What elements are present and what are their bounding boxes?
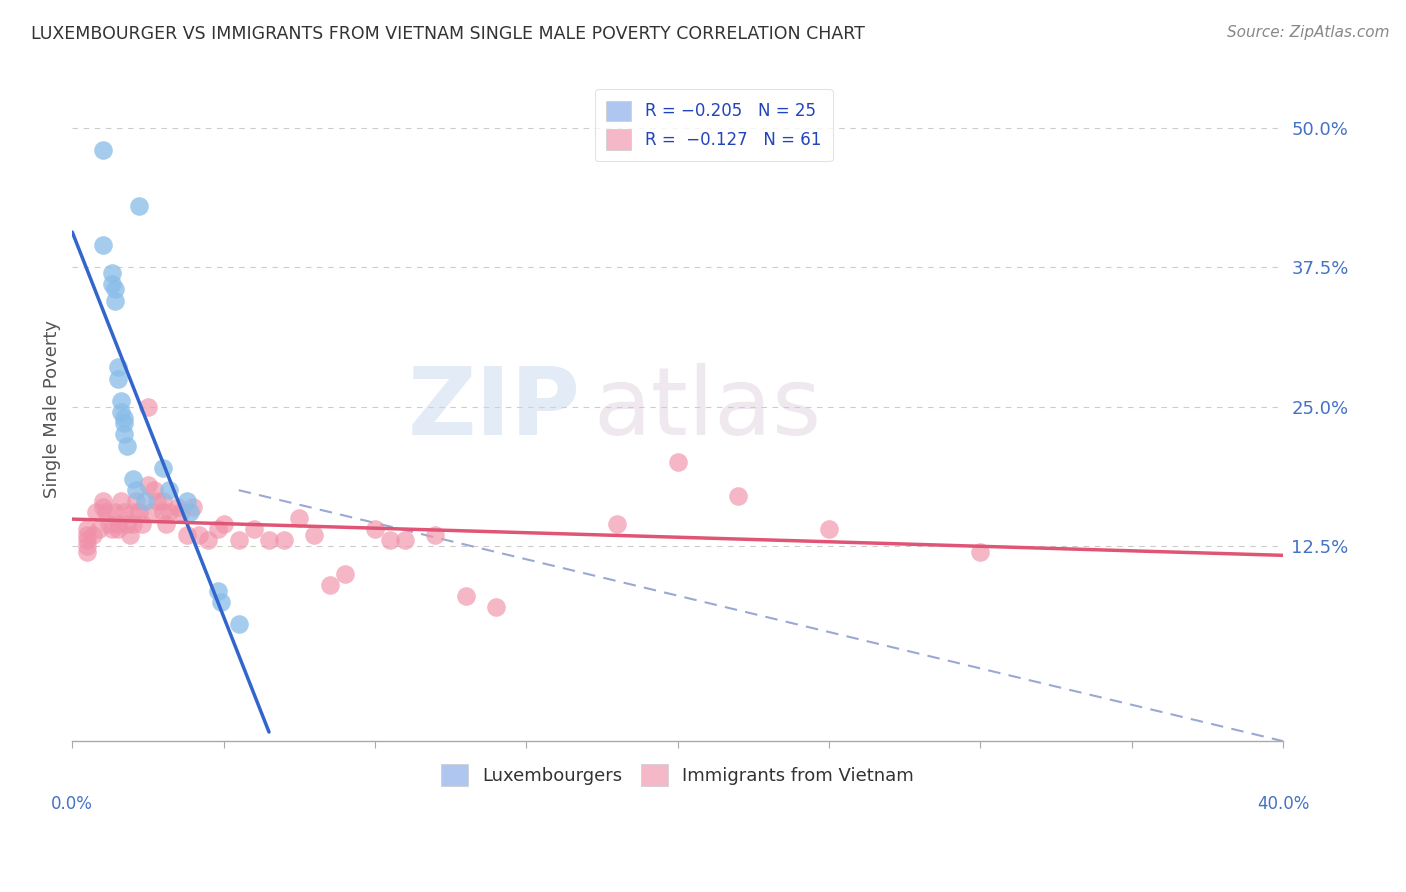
Point	[139, 506, 162, 520]
Point	[91, 500, 114, 514]
Point	[485, 600, 508, 615]
Point	[243, 522, 266, 536]
Point	[121, 506, 143, 520]
Point	[104, 293, 127, 308]
Point	[104, 282, 127, 296]
Point	[152, 461, 174, 475]
Point	[136, 477, 159, 491]
Point	[167, 500, 190, 514]
Point	[94, 506, 117, 520]
Point	[176, 528, 198, 542]
Point	[91, 494, 114, 508]
Point	[86, 506, 108, 520]
Point	[207, 522, 229, 536]
Point	[112, 416, 135, 430]
Point	[110, 494, 132, 508]
Text: 40.0%: 40.0%	[1257, 795, 1309, 813]
Point	[425, 528, 447, 542]
Point	[115, 438, 138, 452]
Point	[97, 516, 120, 531]
Point	[125, 494, 148, 508]
Point	[76, 522, 98, 536]
Point	[118, 528, 141, 542]
Text: atlas: atlas	[593, 363, 821, 455]
Point	[454, 589, 477, 603]
Point	[107, 522, 129, 536]
Point	[107, 516, 129, 531]
Point	[288, 511, 311, 525]
Point	[112, 427, 135, 442]
Point	[136, 400, 159, 414]
Point	[304, 528, 326, 542]
Point	[100, 266, 122, 280]
Point	[112, 410, 135, 425]
Point	[107, 371, 129, 385]
Point	[157, 506, 180, 520]
Point	[273, 533, 295, 548]
Point	[76, 539, 98, 553]
Text: ZIP: ZIP	[408, 363, 581, 455]
Point	[76, 544, 98, 558]
Point	[197, 533, 219, 548]
Point	[727, 489, 749, 503]
Point	[152, 506, 174, 520]
Point	[155, 516, 177, 531]
Point	[89, 522, 111, 536]
Point	[100, 277, 122, 291]
Point	[121, 472, 143, 486]
Point	[112, 506, 135, 520]
Point	[228, 533, 250, 548]
Point	[115, 516, 138, 531]
Point	[179, 506, 201, 520]
Point	[333, 566, 356, 581]
Point	[212, 516, 235, 531]
Point	[82, 528, 104, 542]
Point	[378, 533, 401, 548]
Point	[257, 533, 280, 548]
Point	[121, 516, 143, 531]
Point	[152, 494, 174, 508]
Point	[207, 583, 229, 598]
Legend: Luxembourgers, Immigrants from Vietnam: Luxembourgers, Immigrants from Vietnam	[432, 756, 924, 795]
Point	[157, 483, 180, 498]
Point	[128, 199, 150, 213]
Point	[606, 516, 628, 531]
Point	[818, 522, 841, 536]
Point	[146, 494, 169, 508]
Point	[318, 578, 340, 592]
Point	[176, 494, 198, 508]
Point	[110, 405, 132, 419]
Point	[110, 393, 132, 408]
Point	[134, 494, 156, 508]
Point	[91, 143, 114, 157]
Point	[969, 544, 991, 558]
Point	[228, 617, 250, 632]
Point	[131, 516, 153, 531]
Point	[107, 360, 129, 375]
Point	[128, 506, 150, 520]
Text: 0.0%: 0.0%	[51, 795, 93, 813]
Point	[104, 506, 127, 520]
Text: Source: ZipAtlas.com: Source: ZipAtlas.com	[1226, 25, 1389, 40]
Point	[181, 500, 204, 514]
Point	[76, 528, 98, 542]
Point	[91, 237, 114, 252]
Point	[100, 522, 122, 536]
Point	[76, 533, 98, 548]
Point	[364, 522, 387, 536]
Point	[170, 506, 193, 520]
Y-axis label: Single Male Poverty: Single Male Poverty	[44, 320, 60, 499]
Text: LUXEMBOURGER VS IMMIGRANTS FROM VIETNAM SINGLE MALE POVERTY CORRELATION CHART: LUXEMBOURGER VS IMMIGRANTS FROM VIETNAM …	[31, 25, 865, 43]
Point	[209, 595, 232, 609]
Point	[394, 533, 416, 548]
Point	[666, 455, 689, 469]
Point	[188, 528, 211, 542]
Point	[125, 483, 148, 498]
Point	[143, 483, 166, 498]
